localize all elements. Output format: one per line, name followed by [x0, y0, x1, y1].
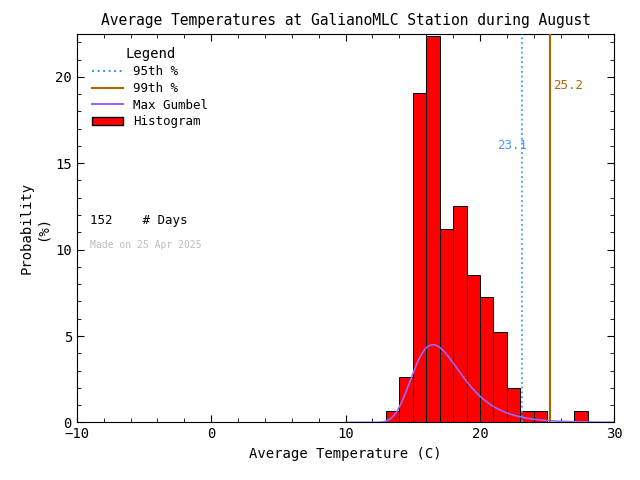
Bar: [426, 36, 440, 422]
Text: Made on 25 Apr 2025: Made on 25 Apr 2025: [90, 240, 202, 250]
Text: 152    # Days: 152 # Days: [90, 215, 188, 228]
X-axis label: Average Temperature (C): Average Temperature (C): [250, 447, 442, 461]
Text: 23.1: 23.1: [497, 139, 527, 153]
Bar: [413, 93, 426, 422]
Legend: 95th %, 99th %, Max Gumbel, Histogram: 95th %, 99th %, Max Gumbel, Histogram: [88, 44, 212, 132]
Bar: [480, 297, 493, 422]
Bar: [507, 388, 520, 422]
Bar: [520, 411, 534, 422]
Bar: [440, 229, 453, 422]
Y-axis label: Probability
(%): Probability (%): [19, 182, 50, 274]
Bar: [453, 206, 467, 422]
Bar: [467, 275, 480, 422]
Text: 25.2: 25.2: [553, 79, 583, 92]
Bar: [399, 377, 413, 422]
Bar: [574, 411, 588, 422]
Bar: [493, 332, 507, 422]
Bar: [534, 411, 547, 422]
Bar: [386, 411, 399, 422]
Title: Average Temperatures at GalianoMLC Station during August: Average Temperatures at GalianoMLC Stati…: [100, 13, 591, 28]
